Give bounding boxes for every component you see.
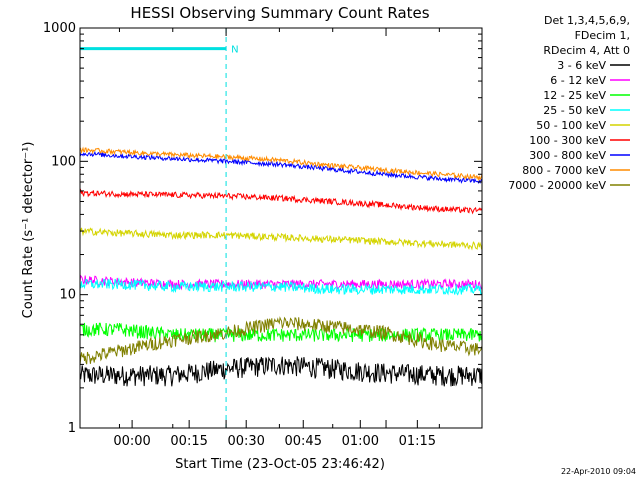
legend-entry-label: 6 - 12 keV <box>550 74 606 87</box>
legend-header-line: RDecim 4, Att 0 <box>543 44 630 57</box>
legend-header-line: FDecim 1, <box>575 29 630 42</box>
chart-title: HESSI Observing Summary Count Rates <box>130 4 429 22</box>
y-tick-label: 1000 <box>43 21 76 36</box>
x-tick-label: 00:00 <box>113 434 150 449</box>
plot-frame <box>79 27 483 429</box>
footer-date: 22-Apr-2010 09:04 <box>561 467 636 476</box>
x-tick-label: 01:00 <box>342 434 379 449</box>
series-line <box>80 274 482 291</box>
legend-entry-label: 25 - 50 keV <box>543 104 606 117</box>
legend-entry-label: 3 - 6 keV <box>557 59 606 72</box>
x-axis-label: Start Time (23-Oct-05 23:46:42) <box>175 457 385 472</box>
legend-entry-label: 7000 - 20000 keV <box>508 179 606 192</box>
y-tick-label: 1 <box>68 421 76 436</box>
legend: Det 1,3,4,5,6,9, FDecim 1, RDecim 4, Att 0… <box>508 14 630 192</box>
legend-header-line: Det 1,3,4,5,6,9, <box>544 14 630 27</box>
flag-label: N <box>231 45 238 56</box>
series-line <box>80 356 482 387</box>
x-tick-label: 00:15 <box>170 434 207 449</box>
y-axis-label: Count Rate (s⁻¹ detector⁻¹) <box>21 142 36 319</box>
legend-entry-label: 100 - 300 keV <box>529 134 606 147</box>
legend-entry-label: 12 - 25 keV <box>543 89 606 102</box>
y-tick-label: 100 <box>51 154 76 169</box>
legend-entry-label: 800 - 7000 keV <box>522 164 606 177</box>
series-line <box>80 150 482 184</box>
x-tick-label: 00:30 <box>227 434 264 449</box>
series-line <box>80 277 482 296</box>
series-line <box>80 227 482 251</box>
x-tick-label: 01:15 <box>399 434 436 449</box>
series-line <box>80 188 482 215</box>
plot-area: NS110100100000:0000:1500:3000:4501:0001:… <box>43 21 483 449</box>
x-tick-label: 00:45 <box>285 434 322 449</box>
legend-entry-label: 300 - 800 keV <box>529 149 606 162</box>
series-group <box>80 146 482 387</box>
series-line <box>80 146 482 182</box>
series-line <box>80 316 482 366</box>
legend-entry-label: 50 - 100 keV <box>536 119 606 132</box>
y-tick-label: 10 <box>59 288 76 303</box>
